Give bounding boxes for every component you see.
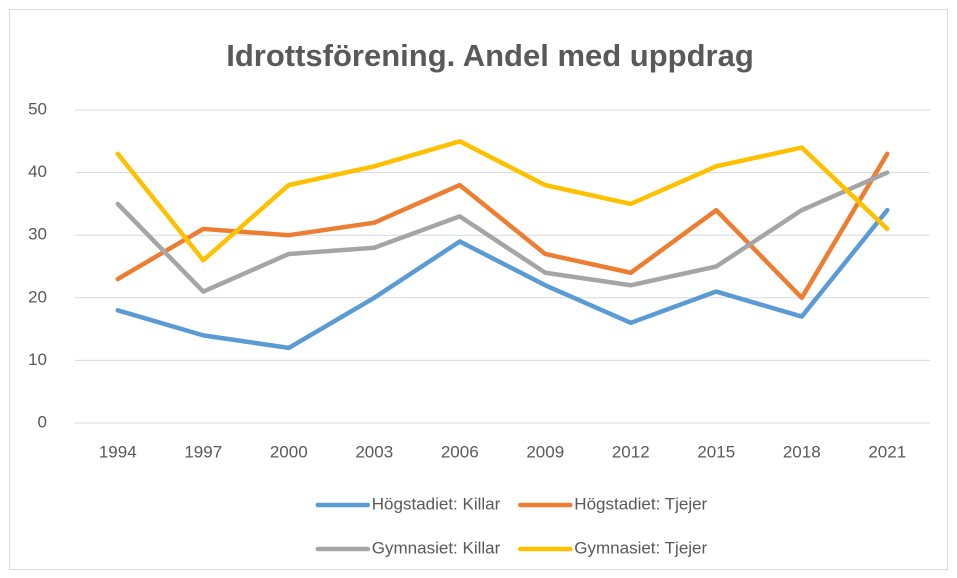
- y-tick-label: 40: [28, 162, 47, 181]
- legend-label: Högstadiet: Killar: [372, 494, 501, 513]
- x-tick-label: 1997: [184, 442, 222, 461]
- y-tick-label: 20: [28, 287, 47, 306]
- legend-label: Gymnasiet: Tjejer: [574, 538, 707, 557]
- x-tick-label: 2015: [697, 442, 735, 461]
- line-series: [115, 170, 890, 294]
- legend-label: Högstadiet: Tjejer: [574, 494, 707, 513]
- x-tick-label: 1994: [99, 442, 137, 461]
- legend-label: Gymnasiet: Killar: [372, 538, 501, 557]
- x-tick-label: 2021: [868, 442, 906, 461]
- y-tick-label: 0: [38, 412, 47, 431]
- chart-title: Idrottsförening. Andel med uppdrag: [226, 38, 754, 73]
- x-tick-label: 2009: [526, 442, 564, 461]
- y-tick-label: 50: [28, 99, 47, 118]
- x-tick-label: 2006: [441, 442, 479, 461]
- y-tick-label: 10: [28, 350, 47, 369]
- line-series: [115, 207, 890, 351]
- line-series: [115, 151, 890, 301]
- x-tick-label: 2000: [270, 442, 308, 461]
- y-tick-label: 30: [28, 225, 47, 244]
- x-tick-label: 2003: [355, 442, 393, 461]
- x-tick-label: 2018: [783, 442, 821, 461]
- line-series: [115, 139, 890, 263]
- x-tick-label: 2012: [612, 442, 650, 461]
